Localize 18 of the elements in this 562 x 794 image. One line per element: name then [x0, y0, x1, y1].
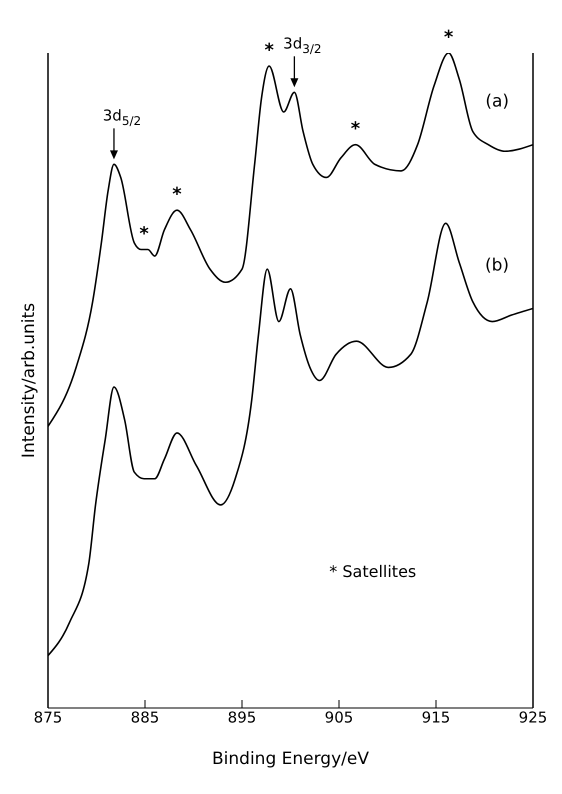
annotation: * — [172, 184, 182, 206]
series-label: (a) — [485, 92, 509, 112]
annotation: * — [350, 118, 361, 140]
annotation: * — [264, 40, 274, 62]
x-tick-label: 895 — [228, 708, 256, 727]
x-tick-label: 915 — [422, 708, 450, 727]
x-tick-label: 925 — [518, 708, 548, 727]
x-tick-label: 905 — [324, 708, 354, 727]
annotation: * — [444, 27, 454, 48]
annotation: 3d$_{3/2}$ — [283, 34, 322, 56]
annotation: * Satellites — [329, 562, 416, 581]
annotation: * — [139, 224, 150, 244]
series-label: (b) — [484, 255, 509, 276]
x-tick-label: 885 — [130, 708, 160, 727]
x-axis-title: Binding Energy/eV — [212, 749, 370, 769]
y-axis-title: Intensity/arb.units — [19, 302, 39, 458]
x-tick-label: 875 — [34, 708, 62, 727]
annotation: 3d$_{5/2}$ — [102, 106, 142, 128]
